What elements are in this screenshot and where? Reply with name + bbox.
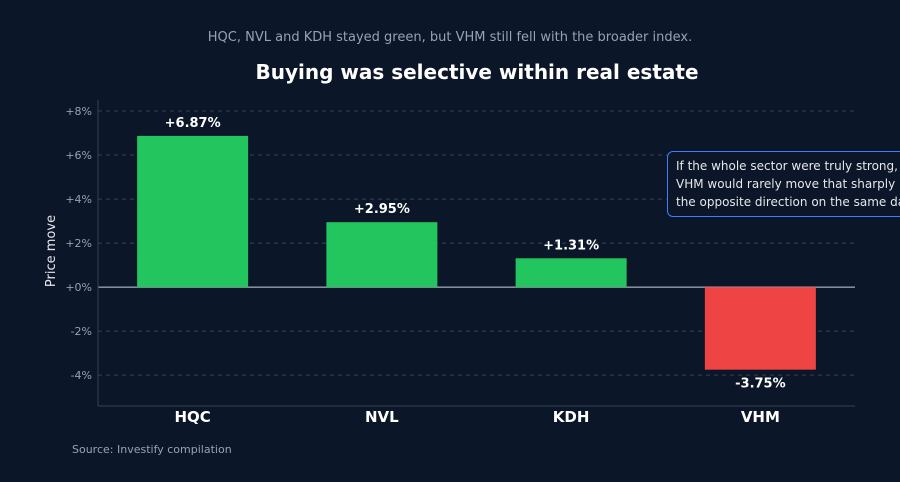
chart-subtitle: HQC, NVL and KDH stayed green, but VHM s… <box>207 30 693 45</box>
data-label: +1.31% <box>543 238 599 253</box>
y-tick-label: +6% <box>65 149 92 162</box>
x-tick-label: NVL <box>365 408 399 426</box>
source-note: Source: Investify compilation <box>72 443 232 456</box>
y-tick-label: -2% <box>71 325 92 338</box>
y-tick-label: +4% <box>65 193 92 206</box>
y-axis-title: Price move <box>44 215 59 287</box>
data-label: +2.95% <box>354 202 410 217</box>
x-tick-label: KDH <box>553 408 590 426</box>
chart-title: Buying was selective within real estate <box>255 60 699 84</box>
bar-kdh <box>515 258 627 288</box>
x-tick-label: HQC <box>174 408 210 426</box>
y-tick-label: +8% <box>65 105 92 118</box>
data-label: +6.87% <box>165 116 221 131</box>
bar-vhm <box>704 287 816 370</box>
bar-nvl <box>326 222 438 288</box>
y-tick-label: +0% <box>65 281 92 294</box>
annotation-box: If the whole sector were truly strong, V… <box>667 151 900 217</box>
x-tick-label: VHM <box>741 408 780 426</box>
y-tick-label: -4% <box>71 369 92 382</box>
y-tick-label: +2% <box>65 237 92 250</box>
bar-hqc <box>137 135 249 288</box>
data-label: -3.75% <box>735 377 786 392</box>
